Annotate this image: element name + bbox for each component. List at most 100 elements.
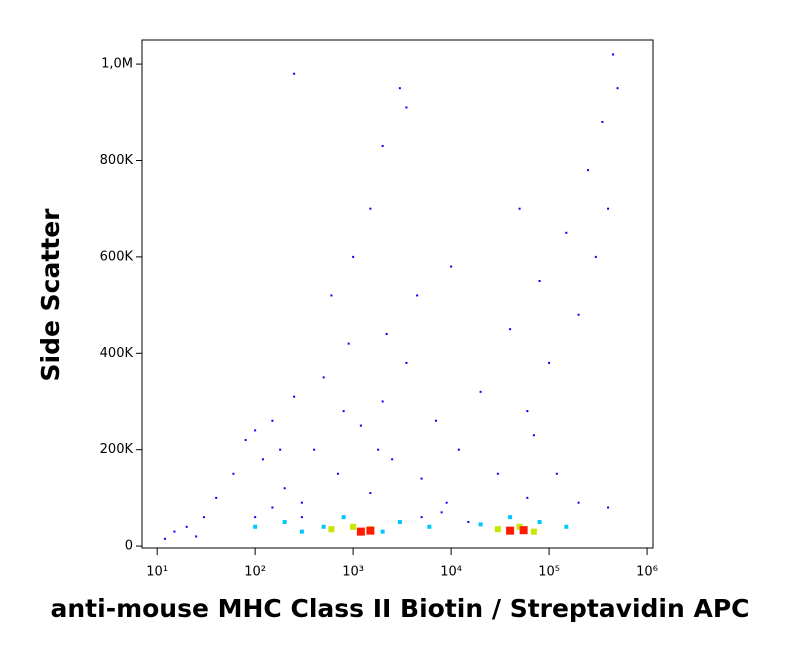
point	[350, 523, 357, 530]
x-tick-label: 10⁵	[538, 565, 560, 580]
y-tick-label: 800K	[100, 153, 134, 168]
point	[427, 524, 432, 529]
x-tick-label: 10²	[244, 565, 266, 580]
point	[416, 294, 419, 297]
point	[254, 516, 257, 519]
point	[313, 448, 316, 451]
point	[253, 524, 258, 529]
point	[616, 87, 619, 90]
point	[341, 515, 346, 520]
point	[612, 53, 615, 56]
point	[385, 333, 388, 336]
point	[496, 472, 499, 475]
x-tick-label: 10³	[342, 565, 364, 580]
point	[519, 526, 528, 535]
point	[322, 376, 325, 379]
point	[300, 501, 303, 504]
point	[279, 448, 282, 451]
point	[450, 265, 453, 268]
point	[532, 434, 535, 437]
point	[369, 492, 372, 495]
point	[254, 429, 257, 432]
point	[420, 516, 423, 519]
point	[352, 255, 355, 258]
x-axis-label: anti-mouse MHC Class II Biotin / Strepta…	[51, 594, 750, 623]
point	[271, 419, 274, 422]
point	[405, 361, 408, 364]
y-tick-label: 400K	[100, 346, 134, 361]
point	[336, 472, 339, 475]
point	[356, 527, 365, 536]
point	[538, 279, 541, 282]
point	[478, 522, 483, 527]
point	[440, 511, 443, 514]
point	[494, 526, 501, 533]
point	[369, 207, 372, 210]
point	[185, 525, 188, 528]
point	[548, 361, 551, 364]
point	[321, 524, 326, 529]
y-tick-label: 200K	[100, 442, 134, 457]
point	[565, 231, 568, 234]
point	[377, 448, 380, 451]
y-tick-label: 0	[125, 539, 133, 554]
point	[202, 516, 205, 519]
point	[293, 72, 296, 75]
point	[457, 448, 460, 451]
x-tick-label: 10⁶	[636, 565, 658, 580]
point	[300, 516, 303, 519]
point	[555, 472, 558, 475]
point	[359, 424, 362, 427]
point	[564, 524, 569, 529]
point	[330, 294, 333, 297]
y-tick-label: 1,0M	[101, 57, 133, 72]
point	[607, 506, 610, 509]
point	[397, 519, 402, 524]
point	[398, 87, 401, 90]
y-axis-label: Side Scatter	[36, 208, 65, 382]
point	[381, 400, 384, 403]
y-tick-label: 600K	[100, 249, 134, 264]
point	[366, 526, 375, 535]
point	[434, 419, 437, 422]
point	[516, 523, 523, 530]
point	[479, 390, 482, 393]
point	[381, 145, 384, 148]
point	[215, 496, 218, 499]
point	[607, 207, 610, 210]
plot-frame	[141, 39, 654, 549]
point	[293, 395, 296, 398]
x-tick-label: 10⁴	[440, 565, 462, 580]
point	[508, 515, 513, 520]
point	[342, 410, 345, 413]
point	[232, 472, 235, 475]
point	[195, 535, 198, 538]
point	[420, 477, 423, 480]
point	[445, 501, 448, 504]
point	[601, 120, 604, 123]
point	[526, 410, 529, 413]
point	[163, 537, 166, 540]
point	[530, 528, 537, 535]
point	[380, 529, 385, 534]
x-tick-label: 10¹	[146, 565, 168, 580]
point	[577, 313, 580, 316]
point	[526, 496, 529, 499]
point	[299, 529, 304, 534]
point	[518, 207, 521, 210]
point	[261, 458, 264, 461]
point	[328, 526, 335, 533]
point	[587, 169, 590, 172]
point	[594, 255, 597, 258]
point	[244, 439, 247, 442]
point	[271, 506, 274, 509]
point	[509, 328, 512, 331]
point	[537, 519, 542, 524]
point	[577, 501, 580, 504]
point	[173, 530, 176, 533]
point	[467, 520, 470, 523]
point	[283, 487, 286, 490]
point	[405, 106, 408, 109]
point	[282, 519, 287, 524]
